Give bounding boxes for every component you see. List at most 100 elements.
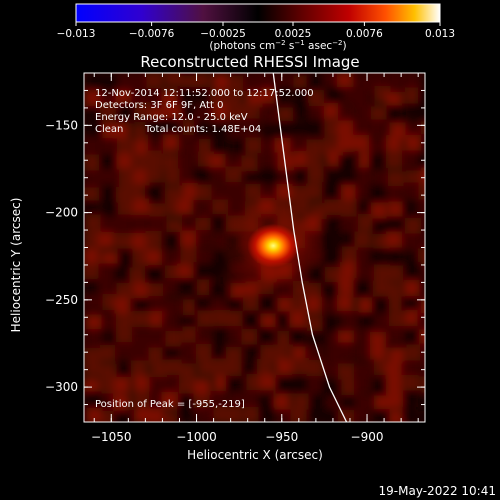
texture-cell <box>149 331 166 348</box>
texture-cell <box>86 407 103 422</box>
texture-cell <box>181 183 198 200</box>
texture-cell <box>164 187 181 204</box>
texture-cell <box>213 185 230 202</box>
texture-cell <box>227 183 244 200</box>
texture-cell <box>243 406 260 422</box>
texture-cell <box>369 248 386 265</box>
texture-cell <box>291 376 308 393</box>
texture-cell <box>118 170 135 187</box>
texture-cell <box>290 121 307 138</box>
texture-cell <box>338 409 355 422</box>
texture-cell <box>145 266 162 283</box>
texture-cell <box>307 283 324 300</box>
texture-cell <box>148 216 165 233</box>
texture-cell <box>358 201 375 218</box>
texture-cell <box>402 200 419 217</box>
texture-cell <box>243 75 260 92</box>
texture-cell <box>213 310 230 327</box>
texture-cell <box>422 395 425 412</box>
texture-cell <box>326 216 343 233</box>
texture-cell <box>372 280 389 297</box>
texture-cell <box>402 361 419 378</box>
texture-cell <box>163 134 180 151</box>
texture-cell <box>227 311 244 328</box>
texture-cell <box>369 152 386 169</box>
texture-cell <box>116 329 133 346</box>
texture-cell <box>257 327 274 344</box>
texture-cell <box>84 248 100 265</box>
texture-cell <box>403 182 420 199</box>
y-tick-label: −250 <box>45 293 78 307</box>
texture-cell <box>420 134 425 151</box>
texture-cell <box>148 296 165 313</box>
texture-cell <box>258 407 275 422</box>
texture-cell <box>261 87 278 104</box>
texture-cell <box>84 294 101 311</box>
texture-cell <box>401 296 418 313</box>
texture-cell <box>353 118 370 135</box>
texture-cell <box>209 154 226 171</box>
texture-cell <box>308 406 325 422</box>
texture-cell <box>419 410 425 422</box>
texture-cell <box>132 311 149 328</box>
texture-cell <box>358 297 375 314</box>
texture-cell <box>277 297 294 314</box>
texture-cell <box>195 217 212 234</box>
texture-cell <box>85 170 102 187</box>
texture-cell <box>259 374 276 391</box>
texture-cell <box>337 120 354 137</box>
texture-cell <box>420 121 425 138</box>
texture-cell <box>147 90 164 107</box>
texture-cell <box>97 278 114 295</box>
texture-cell <box>386 231 403 248</box>
texture-cell <box>374 313 391 330</box>
texture-cell <box>310 203 327 220</box>
texture-cell <box>210 214 227 231</box>
texture-cell <box>292 358 309 375</box>
x-axis-label: Heliocentric X (arcsec) <box>187 448 323 462</box>
texture-cell <box>417 312 425 329</box>
texture-cell <box>84 391 101 408</box>
texture-cell <box>386 216 403 233</box>
texture-cell <box>369 119 386 136</box>
colorbar-gradient <box>75 3 441 23</box>
texture-cell <box>386 91 403 108</box>
texture-cell <box>341 379 358 396</box>
texture-cell <box>291 135 308 152</box>
texture-cell <box>102 331 119 348</box>
texture-cell <box>230 282 247 299</box>
texture-cell <box>149 392 166 409</box>
texture-cell <box>422 73 425 89</box>
texture-cell <box>131 217 148 234</box>
texture-cell <box>133 198 150 215</box>
texture-cell <box>133 282 150 299</box>
texture-cell <box>146 248 163 265</box>
texture-cell <box>229 122 246 139</box>
colorbar-tick-label: 0.013 <box>425 28 455 40</box>
x-tick-label: −950 <box>265 430 298 444</box>
texture-cell <box>276 358 293 375</box>
texture-cell <box>290 407 307 422</box>
texture-cell <box>340 219 357 236</box>
texture-cell <box>150 361 167 378</box>
texture-cell <box>418 183 425 200</box>
texture-cell <box>289 311 306 328</box>
texture-cell <box>209 88 226 105</box>
peak-position: Position of Peak = [-955,-219] <box>95 399 245 410</box>
texture-cell <box>421 376 425 393</box>
texture-cell <box>405 170 422 187</box>
texture-cell <box>369 138 386 155</box>
texture-cell <box>241 361 258 378</box>
texture-cell <box>338 342 355 359</box>
texture-cell <box>165 359 182 376</box>
texture-cell <box>305 296 322 313</box>
texture-cell <box>354 376 371 393</box>
texture-cell <box>116 313 133 330</box>
texture-cell <box>116 138 133 155</box>
texture-cell <box>84 264 99 281</box>
texture-cell <box>323 138 340 155</box>
texture-cell <box>406 344 423 361</box>
texture-cell <box>115 186 132 203</box>
texture-cell <box>211 344 228 361</box>
